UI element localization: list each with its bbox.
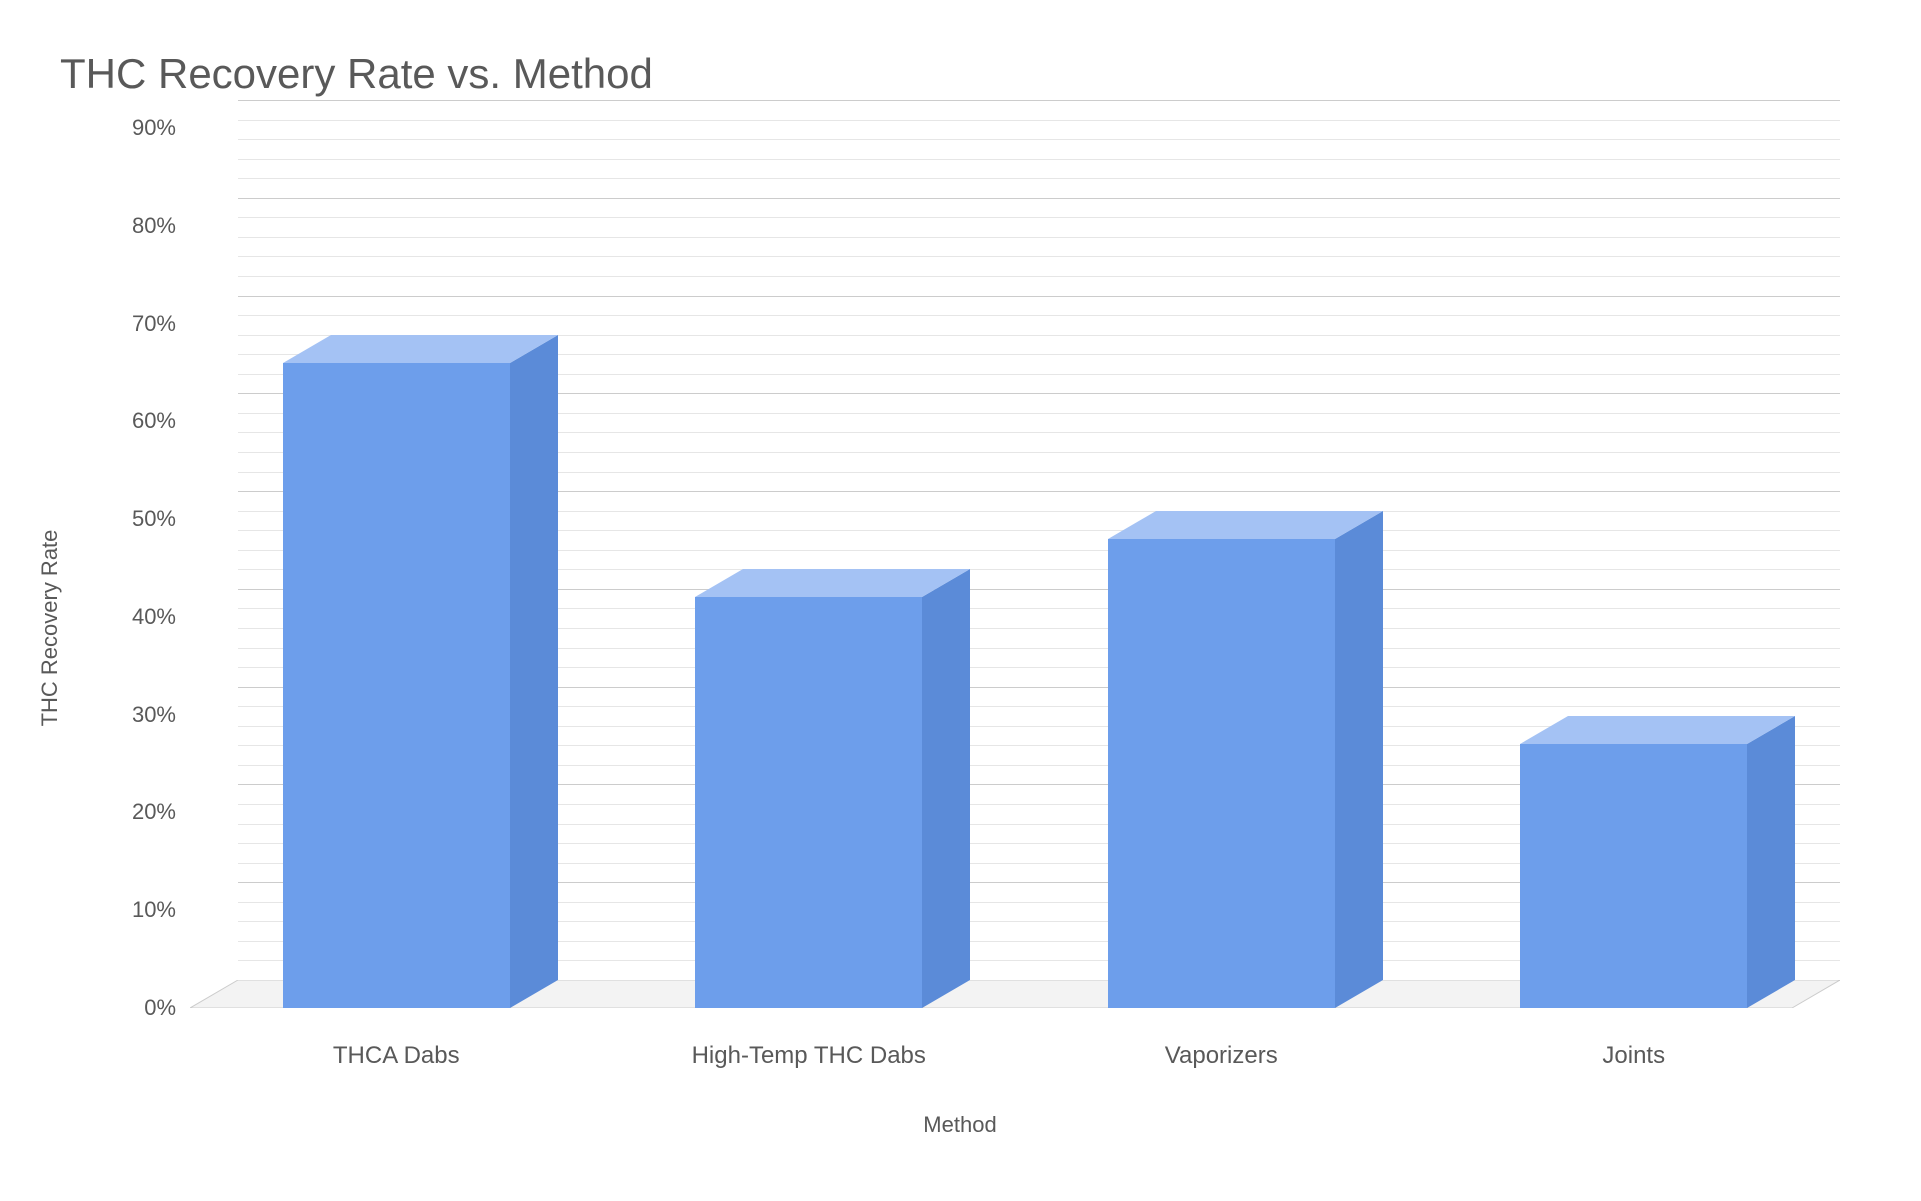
x-tick-label: Joints bbox=[1602, 1008, 1665, 1070]
bar-top-face bbox=[283, 335, 558, 363]
chart-title: THC Recovery Rate vs. Method bbox=[60, 50, 1861, 98]
gridline-minor bbox=[238, 315, 1840, 316]
y-tick-label: 70% bbox=[132, 311, 190, 337]
gridline-minor bbox=[238, 178, 1840, 179]
bar-top-face bbox=[1108, 511, 1383, 539]
y-tick-label: 60% bbox=[132, 408, 190, 434]
bar-side-face bbox=[922, 569, 970, 1008]
x-axis-label: Method bbox=[923, 1112, 996, 1138]
bar bbox=[695, 597, 922, 1008]
bar-side-face bbox=[1335, 511, 1383, 1008]
gridline-minor bbox=[238, 217, 1840, 218]
gridline-major bbox=[238, 100, 1840, 101]
y-axis-label: THC Recovery Rate bbox=[37, 530, 63, 727]
gridline-major bbox=[238, 296, 1840, 297]
y-tick-label: 10% bbox=[132, 897, 190, 923]
bar-front-face bbox=[1520, 744, 1747, 1008]
gridline-major bbox=[238, 198, 1840, 199]
y-tick-label: 30% bbox=[132, 702, 190, 728]
bar-front-face bbox=[1108, 539, 1335, 1008]
chart-area: THC Recovery Rate Method 0%10%20%30%40%5… bbox=[60, 128, 1860, 1128]
y-tick-label: 90% bbox=[132, 115, 190, 141]
gridline-minor bbox=[238, 256, 1840, 257]
x-tick-label: Vaporizers bbox=[1165, 1008, 1278, 1070]
gridline-minor bbox=[238, 139, 1840, 140]
gridline-minor bbox=[238, 159, 1840, 160]
bar-side-face bbox=[510, 335, 558, 1008]
y-tick-label: 40% bbox=[132, 604, 190, 630]
bar-side-face bbox=[1747, 716, 1795, 1008]
bar bbox=[1520, 744, 1747, 1008]
bar bbox=[283, 363, 510, 1008]
plot-region: 0%10%20%30%40%50%60%70%80%90%THCA DabsHi… bbox=[190, 128, 1840, 1008]
bar-front-face bbox=[695, 597, 922, 1008]
x-tick-label: High-Temp THC Dabs bbox=[692, 1008, 926, 1070]
gridline-minor bbox=[238, 276, 1840, 277]
y-tick-label: 0% bbox=[144, 995, 190, 1021]
bar-front-face bbox=[283, 363, 510, 1008]
y-tick-label: 50% bbox=[132, 506, 190, 532]
y-tick-label: 20% bbox=[132, 799, 190, 825]
x-tick-label: THCA Dabs bbox=[333, 1008, 460, 1070]
bar bbox=[1108, 539, 1335, 1008]
gridline-minor bbox=[238, 120, 1840, 121]
y-tick-label: 80% bbox=[132, 213, 190, 239]
bar-top-face bbox=[1520, 716, 1795, 744]
gridline-minor bbox=[238, 237, 1840, 238]
